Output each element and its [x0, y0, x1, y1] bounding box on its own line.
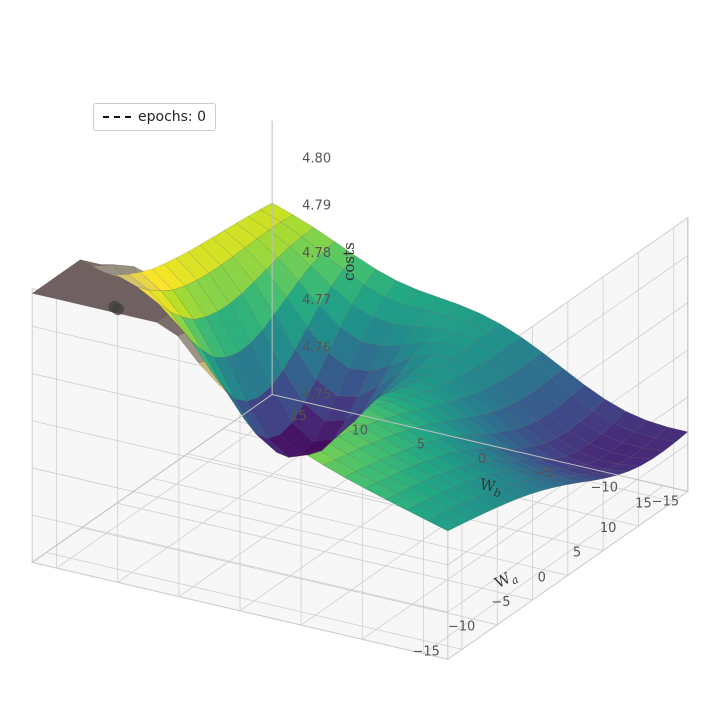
legend: epochs: 0 — [93, 103, 216, 131]
svg-text:costs: costs — [340, 242, 358, 281]
svg-text:−5: −5 — [534, 466, 553, 481]
legend-label: epochs: 0 — [138, 109, 206, 125]
svg-text:5: 5 — [573, 546, 581, 561]
legend-line-icon — [103, 116, 131, 118]
svg-text:4.76: 4.76 — [302, 340, 331, 355]
surface-plot-3d: epochs: 0 −15−10−5051015−15−10−50510154.… — [0, 0, 720, 720]
svg-text:−10: −10 — [448, 620, 475, 635]
svg-text:−10: −10 — [591, 480, 618, 495]
svg-text:0: 0 — [478, 452, 486, 467]
svg-text:−15: −15 — [652, 495, 679, 510]
svg-text:0: 0 — [538, 570, 546, 585]
svg-text:4.77: 4.77 — [302, 293, 331, 308]
svg-text:4.78: 4.78 — [302, 246, 331, 261]
svg-text:15: 15 — [290, 409, 307, 424]
svg-text:10: 10 — [351, 423, 368, 438]
svg-text:4.75: 4.75 — [302, 387, 331, 402]
svg-text:4.79: 4.79 — [302, 199, 331, 214]
svg-text:10: 10 — [600, 521, 617, 536]
svg-text:5: 5 — [417, 438, 425, 453]
svg-text:−5: −5 — [491, 595, 510, 610]
svg-text:−15: −15 — [413, 644, 440, 659]
svg-text:15: 15 — [635, 496, 652, 511]
svg-text:4.80: 4.80 — [302, 151, 331, 166]
